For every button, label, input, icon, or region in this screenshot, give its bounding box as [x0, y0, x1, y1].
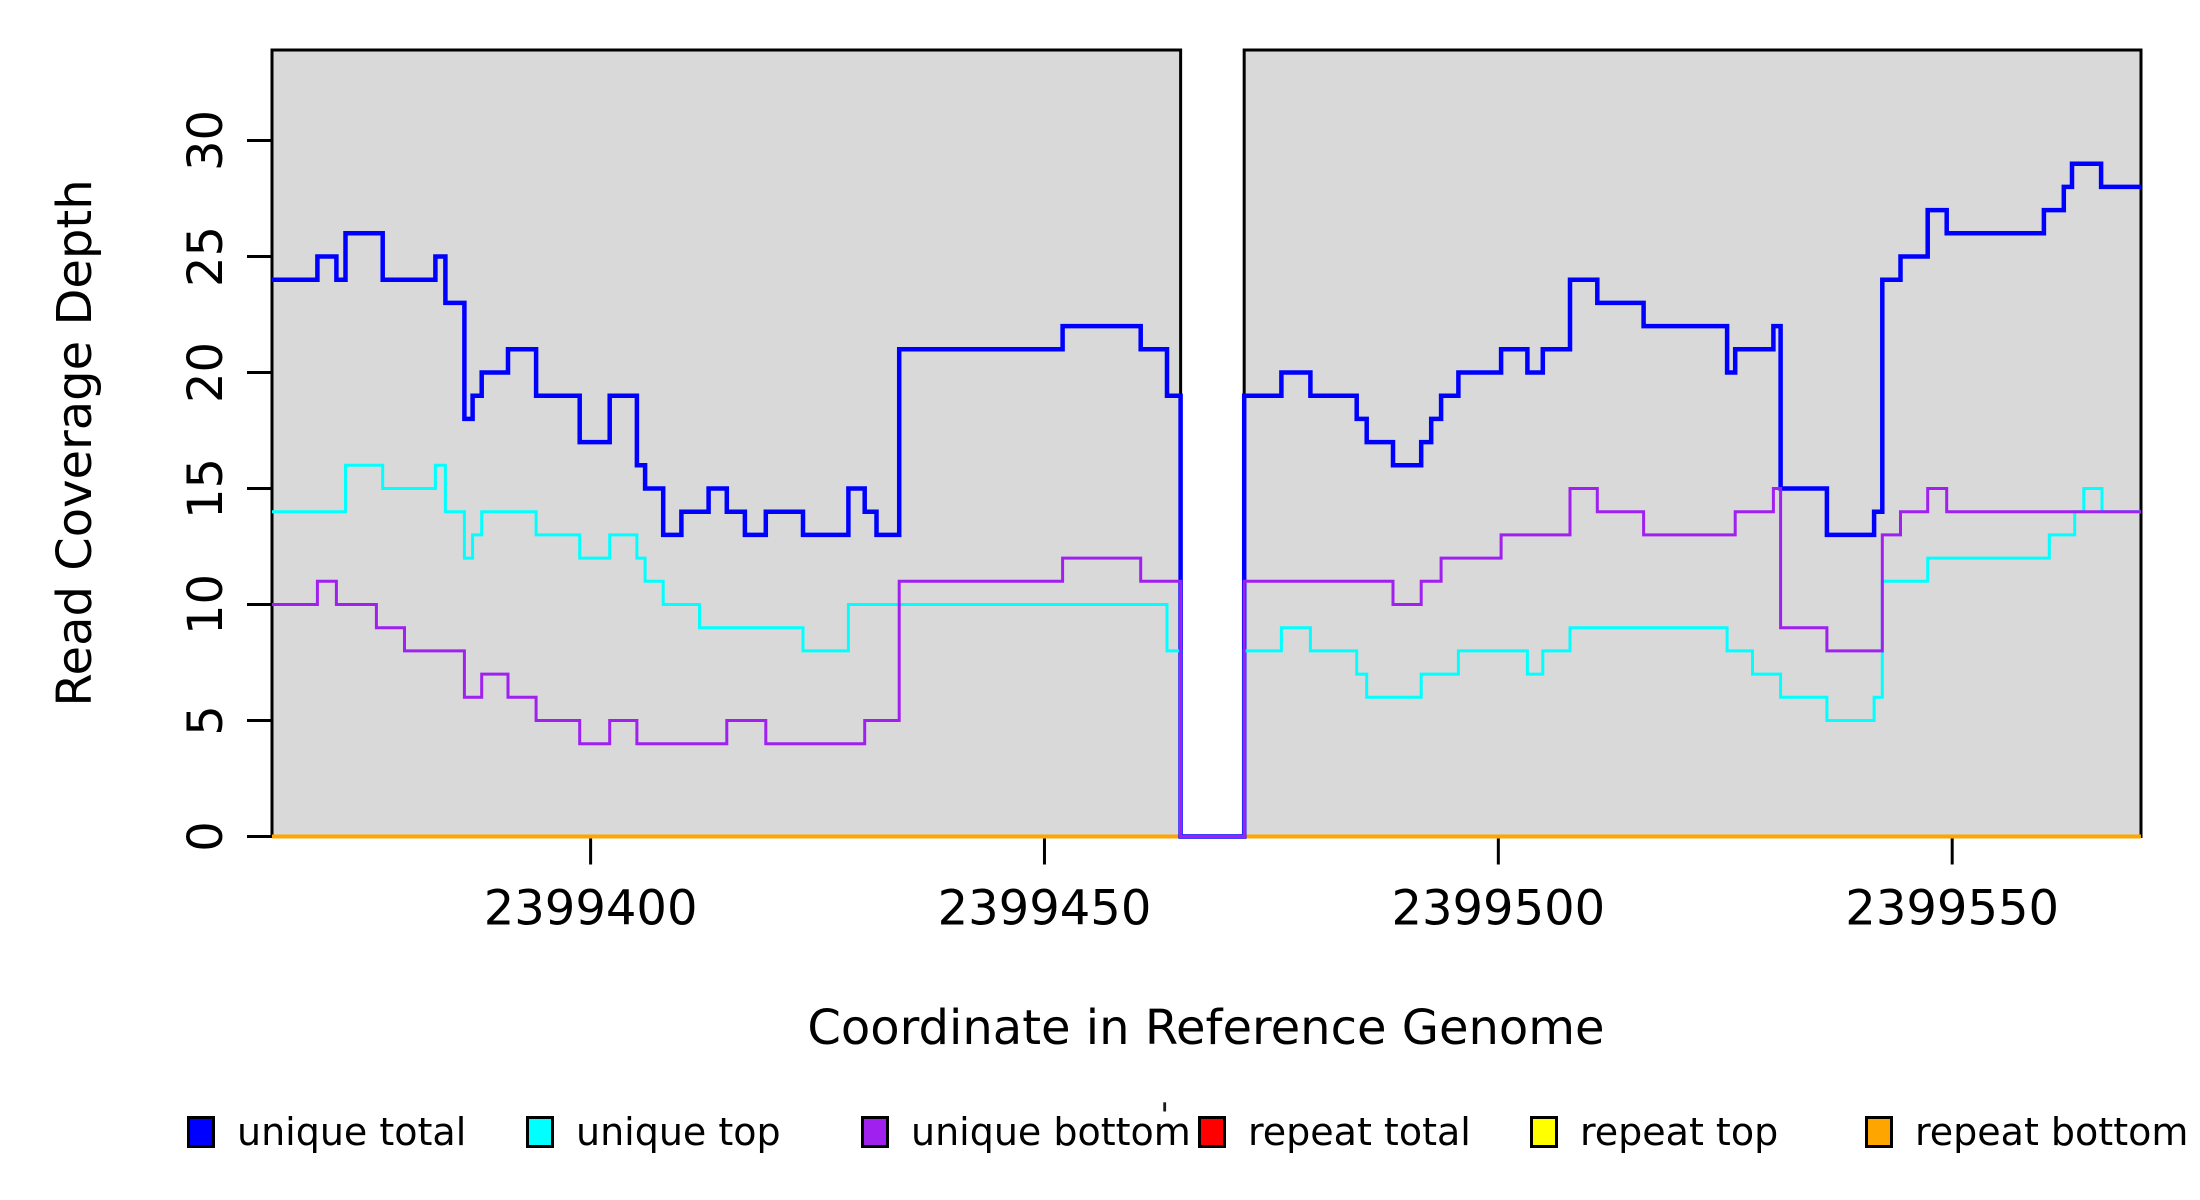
- y-tick-label: 0: [178, 821, 234, 852]
- legend-label: repeat top: [1580, 1110, 1779, 1154]
- legend-item-repeat-total: repeat total: [1198, 1110, 1471, 1154]
- legend-swatch-icon: [1865, 1116, 1893, 1148]
- legend-item-repeat-top: repeat top: [1530, 1110, 1779, 1154]
- x-tick-label: 2399550: [1845, 881, 2059, 937]
- legend-item-repeat-bottom: repeat bottom: [1865, 1110, 2189, 1154]
- legend-swatch-icon: [861, 1116, 889, 1148]
- x-tick-label: 2399400: [484, 881, 698, 937]
- legend-swatch-icon: [1530, 1116, 1558, 1148]
- legend-label: unique total: [237, 1110, 467, 1154]
- legend-item-unique-top: unique top: [526, 1110, 781, 1154]
- y-tick-label: 30: [178, 110, 234, 171]
- legend-label: unique bottom: [911, 1110, 1191, 1154]
- series-unique-bottom: [272, 487, 2141, 838]
- legend-swatch-icon: [1198, 1116, 1226, 1148]
- y-axis: 0 5 10 15 20 25 30: [178, 110, 272, 852]
- y-tick-label: 5: [178, 705, 234, 736]
- stray-artifact-mark: ': [1160, 1096, 1170, 1136]
- y-tick-label: 20: [178, 342, 234, 403]
- legend-swatch-icon: [187, 1116, 215, 1148]
- x-axis-title: Coordinate in Reference Genome: [807, 1000, 1605, 1056]
- x-axis: 2399400 2399450 2399500 2399550: [484, 836, 2059, 937]
- legend-item-unique-total: unique total: [187, 1110, 467, 1154]
- series-group: [272, 161, 2141, 839]
- y-axis-title: Read Coverage Depth: [47, 179, 103, 707]
- y-tick-label: 10: [178, 574, 234, 635]
- legend-label: repeat bottom: [1915, 1110, 2189, 1154]
- y-tick-label: 15: [178, 458, 234, 519]
- x-tick-label: 2399450: [938, 881, 1152, 937]
- legend-item-unique-bottom: unique bottom: [861, 1110, 1191, 1154]
- series-unique-top: [272, 463, 2141, 838]
- plot-panel-left: [270, 48, 1183, 838]
- legend-swatch-icon: [526, 1116, 554, 1148]
- legend-label: unique top: [576, 1110, 781, 1154]
- y-tick-label: 25: [178, 226, 234, 287]
- x-tick-label: 2399500: [1391, 881, 1605, 937]
- legend-label: repeat total: [1248, 1110, 1471, 1154]
